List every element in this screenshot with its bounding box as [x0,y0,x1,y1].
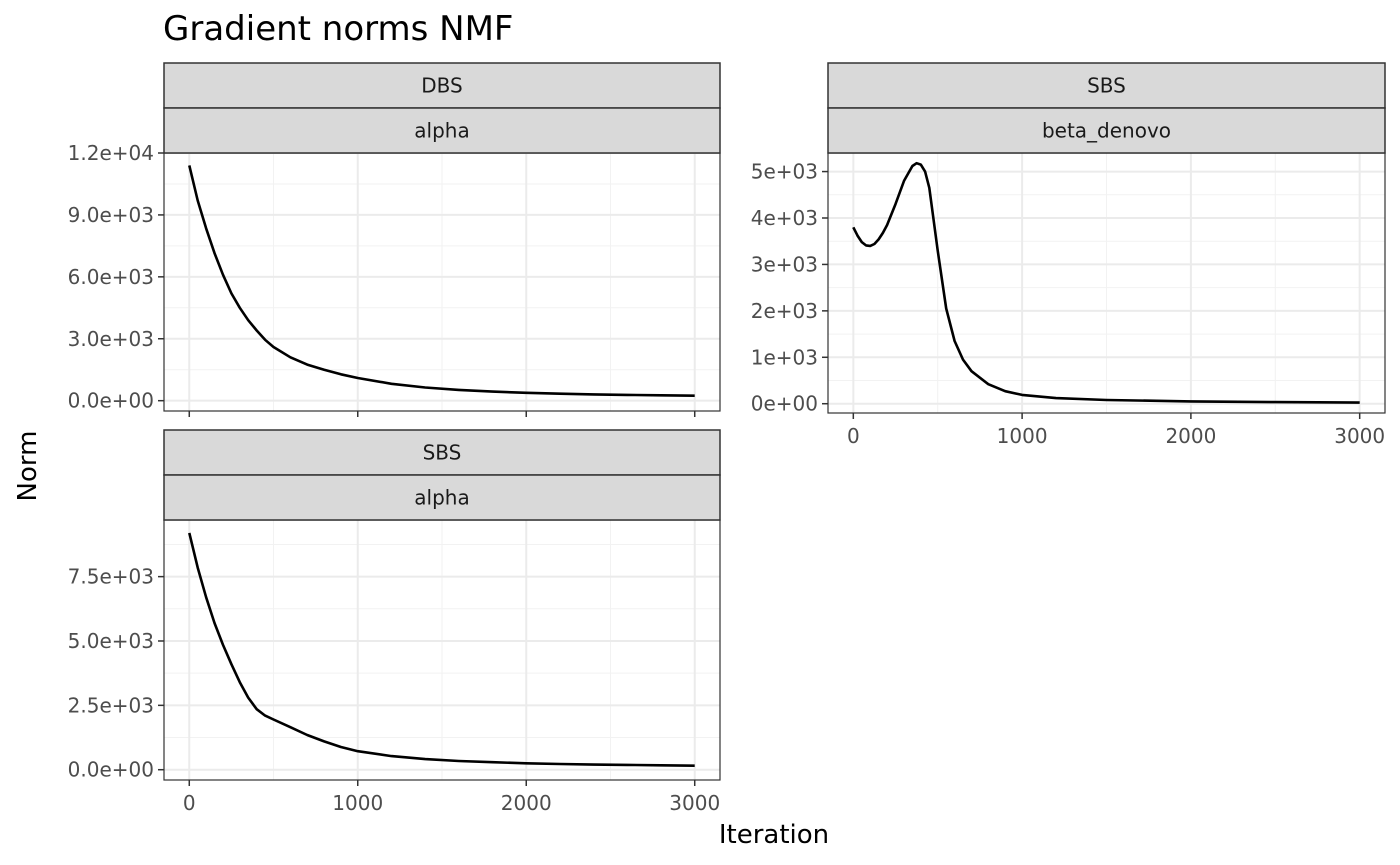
x-axis-title: Iteration [719,820,829,850]
facet-strip [163,107,721,154]
y-tick-label: 5e+03 [751,160,818,184]
series-line-sbs-alpha [188,532,695,767]
x-tick-label: 3000 [669,791,720,815]
facet-strip [163,62,721,109]
y-tick-label: 2e+03 [751,299,818,323]
facet-strip [827,107,1386,154]
y-tick-label: 3.0e+03 [68,327,154,351]
facet-strip [163,429,721,476]
y-tick-label: 7.5e+03 [68,565,154,589]
y-tick-label: 1e+03 [751,345,818,369]
facet-strip [163,474,721,521]
facet-strip-label: alpha [414,486,469,510]
x-tick-label: 2000 [501,791,552,815]
facet-strip-label: SBS [423,441,462,465]
y-tick-label: 9.0e+03 [68,203,154,227]
y-tick-label: 2.5e+03 [68,693,154,717]
facet-strip-label: alpha [414,119,469,143]
panel-sbs-alpha: SBS alpha 0.0e+00 2.5e+03 5.0e+03 7.5e+03 0 100… [68,429,721,815]
panel-sbs-beta-denovo: SBS beta_denovo 0e+00 1e+03 2e+03 3e+03 4e+03 5… [751,62,1386,448]
facet-strip [827,62,1386,109]
series-line-dbs-alpha [188,165,695,397]
chart-title: Gradient norms NMF [163,9,514,49]
facet-strip-label: SBS [1087,74,1126,98]
facet-panels: DBS alpha 0.0e+00 3.0e+03 6.0e+03 9.0e+03 1.2e… [68,62,1386,815]
panel-dbs-alpha: DBS alpha 0.0e+00 3.0e+03 6.0e+03 9.0e+03 1.2e… [68,62,721,417]
y-tick-label: 3e+03 [751,252,818,276]
facet-strip-label: DBS [421,74,462,98]
y-tick-label: 0e+00 [751,392,818,416]
y-axis-title: Norm [13,431,43,502]
y-tick-label: 5.0e+03 [68,629,154,653]
y-tick-label: 1.2e+04 [68,141,154,165]
y-tick-label: 0.0e+00 [68,758,154,782]
x-tick-label: 0 [847,424,860,448]
x-tick-label: 0 [183,791,196,815]
y-tick-label: 4e+03 [751,206,818,230]
y-tick-label: 0.0e+00 [68,389,154,413]
series-line-sbs-beta-denovo [852,161,1360,404]
x-tick-label: 1000 [997,424,1048,448]
x-tick-label: 1000 [332,791,383,815]
facet-strip-label: beta_denovo [1042,119,1171,143]
x-tick-label: 3000 [1334,424,1385,448]
x-tick-label: 2000 [1165,424,1216,448]
y-tick-label: 6.0e+03 [68,265,154,289]
